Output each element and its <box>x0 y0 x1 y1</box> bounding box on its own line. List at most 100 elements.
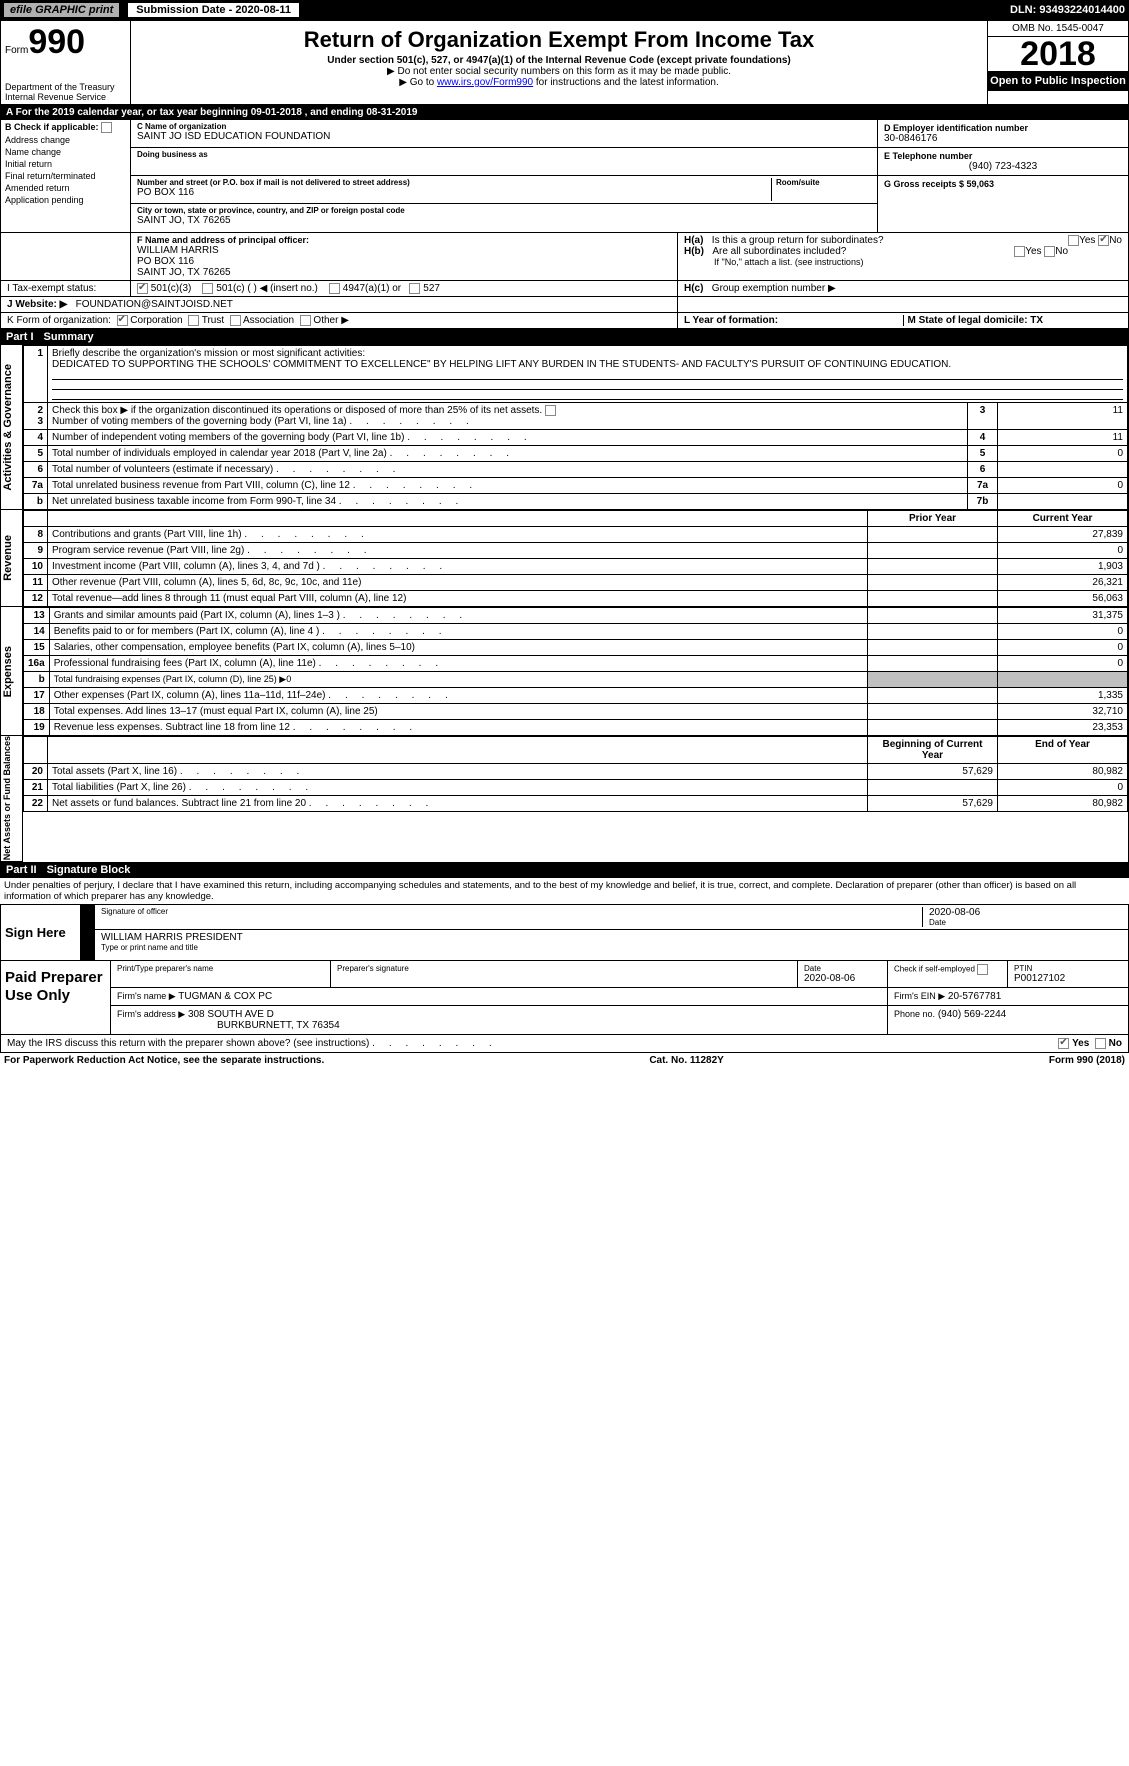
self-employed: Check if self-employed <box>888 961 1008 987</box>
page-footer: For Paperwork Reduction Act Notice, see … <box>0 1053 1129 1068</box>
vlabel-expenses: Expenses <box>2 646 22 697</box>
part1-num: Part I <box>6 331 34 343</box>
room-label: Room/suite <box>776 178 871 187</box>
ein-value: 30-0846176 <box>884 133 1122 144</box>
sig-date-label: Date <box>929 918 1122 927</box>
officer-addr2: SAINT JO, TX 76265 <box>137 267 671 278</box>
beg-year-hdr: Beginning of Current Year <box>868 737 998 764</box>
col-b-header: B Check if applicable: <box>5 122 126 133</box>
row-f-h: F Name and address of principal officer:… <box>0 233 1129 281</box>
527-checkbox[interactable] <box>409 283 420 294</box>
trust-checkbox[interactable] <box>188 315 199 326</box>
line12: Total revenue—add lines 8 through 11 (mu… <box>48 591 868 607</box>
line2-3: Check this box ▶ if the organization dis… <box>48 403 968 430</box>
current-year-hdr: Current Year <box>998 511 1128 527</box>
hc-label: H(c) <box>684 283 703 294</box>
corp-checkbox[interactable] <box>117 315 128 326</box>
line12-val: 56,063 <box>998 591 1128 607</box>
row-j: J Website: ▶ FOUNDATION@SAINTJOISD.NET <box>0 297 1129 313</box>
line15: Salaries, other compensation, employee b… <box>49 640 867 656</box>
line1: Briefly describe the organization's miss… <box>48 346 1128 403</box>
assoc-checkbox[interactable] <box>230 315 241 326</box>
line22-beg: 57,629 <box>868 796 998 812</box>
line11: Other revenue (Part VIII, column (A), li… <box>48 575 868 591</box>
hb-no-checkbox[interactable] <box>1044 246 1055 257</box>
line10: Investment income (Part VIII, column (A)… <box>48 559 868 575</box>
part1-title: Summary <box>44 331 94 343</box>
footer-mid: Cat. No. 11282Y <box>649 1055 723 1066</box>
hb-note: If "No," attach a list. (see instruction… <box>684 257 1122 267</box>
summary-exp-table: 13Grants and similar amounts paid (Part … <box>23 607 1128 736</box>
line14-val: 0 <box>998 624 1128 640</box>
website-value: FOUNDATION@SAINTJOISD.NET <box>76 299 233 310</box>
end-year-hdr: End of Year <box>998 737 1128 764</box>
line16a-val: 0 <box>998 656 1128 672</box>
line16b: Total fundraising expenses (Part IX, col… <box>49 672 867 688</box>
phone-value: (940) 723-4323 <box>884 161 1122 172</box>
cb-initial-return: Initial return <box>5 159 126 169</box>
line4: Number of independent voting members of … <box>48 430 968 446</box>
checkbox-icon[interactable] <box>101 122 112 133</box>
netassets-section: Net Assets or Fund Balances Beginning of… <box>0 736 1129 861</box>
header-right: OMB No. 1545-0047 2018 Open to Public In… <box>988 21 1128 104</box>
org-name-label: C Name of organization <box>137 122 871 131</box>
line6-val <box>998 462 1128 478</box>
col-c-org: C Name of organization SAINT JO ISD EDUC… <box>131 120 878 232</box>
part1-header: Part I Summary <box>0 329 1129 345</box>
discuss-no-checkbox[interactable] <box>1095 1038 1106 1049</box>
dln: DLN: 93493224014400 <box>1010 4 1125 16</box>
ha-no-checkbox[interactable] <box>1098 235 1109 246</box>
line19-val: 23,353 <box>998 720 1128 736</box>
line17: Other expenses (Part IX, column (A), lin… <box>49 688 867 704</box>
tax-exempt-label: I Tax-exempt status: <box>7 283 96 294</box>
ha-yes-checkbox[interactable] <box>1068 235 1079 246</box>
paid-preparer-label: Paid Preparer Use Only <box>1 961 111 1034</box>
501c-checkbox[interactable] <box>202 283 213 294</box>
form-title: Return of Organization Exempt From Incom… <box>135 27 983 53</box>
main-info: B Check if applicable: Address change Na… <box>0 120 1129 233</box>
dba-label: Doing business as <box>137 150 871 159</box>
line20: Total assets (Part X, line 16) <box>48 764 868 780</box>
addr-value: PO BOX 116 <box>137 187 771 198</box>
header-left: Form990 Department of the Treasury Inter… <box>1 21 131 104</box>
other-checkbox[interactable] <box>300 315 311 326</box>
line5: Total number of individuals employed in … <box>48 446 968 462</box>
firm-addr-label: Firm's address ▶ <box>117 1009 185 1019</box>
irs-link[interactable]: www.irs.gov/Form990 <box>437 77 533 88</box>
hc-text: Group exemption number ▶ <box>712 283 836 294</box>
form-subtitle: Under section 501(c), 527, or 4947(a)(1)… <box>135 55 983 66</box>
ptin-label: PTIN <box>1014 964 1122 973</box>
firm-name-label: Firm's name ▶ <box>117 991 176 1001</box>
self-employed-checkbox[interactable] <box>977 964 988 975</box>
discuss-yes-checkbox[interactable] <box>1058 1038 1069 1049</box>
501c3-checkbox[interactable] <box>137 283 148 294</box>
cb-name-change: Name change <box>5 147 126 157</box>
part2-num: Part II <box>6 864 37 876</box>
sig-officer-label: Signature of officer <box>101 907 922 916</box>
firm-addr1: 308 SOUTH AVE D <box>188 1009 274 1020</box>
year-formation-label: L Year of formation: <box>684 315 778 326</box>
revenue-section: Revenue Prior YearCurrent Year 8Contribu… <box>0 510 1129 607</box>
discontinued-checkbox[interactable] <box>545 405 556 416</box>
line19: Revenue less expenses. Subtract line 18 … <box>49 720 867 736</box>
form-number: 990 <box>28 23 85 61</box>
line7a: Total unrelated business revenue from Pa… <box>48 478 968 494</box>
may-discuss-row: May the IRS discuss this return with the… <box>0 1035 1129 1053</box>
org-form-label: K Form of organization: <box>7 315 111 326</box>
efile-badge: efile GRAPHIC print <box>4 3 119 17</box>
line20-end: 80,982 <box>998 764 1128 780</box>
4947-checkbox[interactable] <box>329 283 340 294</box>
sign-bar <box>81 905 95 960</box>
hb-yes-checkbox[interactable] <box>1014 246 1025 257</box>
cb-address-change: Address change <box>5 135 126 145</box>
paid-preparer-block: Paid Preparer Use Only Print/Type prepar… <box>0 961 1129 1035</box>
preparer-name-label: Print/Type preparer's name <box>111 961 331 987</box>
form-prefix: Form <box>5 45 28 56</box>
irs-label: Internal Revenue Service <box>5 92 126 102</box>
activities-governance: Activities & Governance 1 Briefly descri… <box>0 345 1129 510</box>
line13-val: 31,375 <box>998 608 1128 624</box>
city-label: City or town, state or province, country… <box>137 206 871 215</box>
preparer-date: 2020-08-06 <box>804 973 881 984</box>
line9: Program service revenue (Part VIII, line… <box>48 543 868 559</box>
line21-beg <box>868 780 998 796</box>
